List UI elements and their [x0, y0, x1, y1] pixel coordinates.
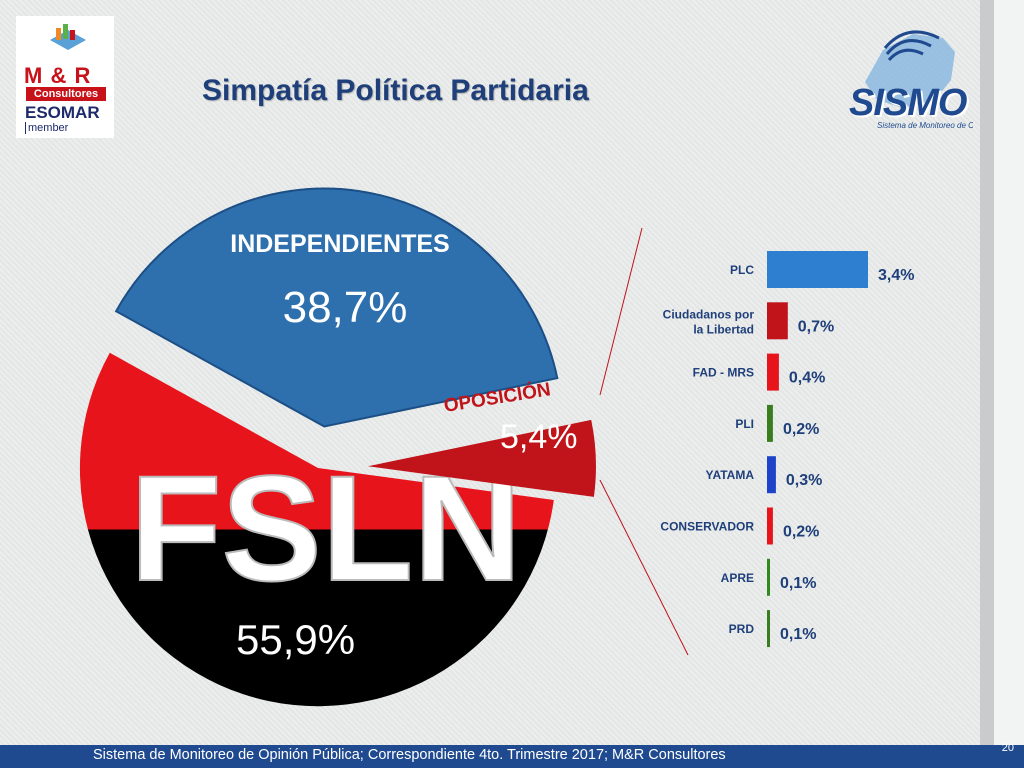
bar-value-label: 0,7%: [798, 318, 834, 335]
bar-value-label: 0,4%: [789, 370, 825, 387]
bar-0: [767, 251, 868, 288]
sismo-map-icon: Sistema de Monitoreo de Opinión Pública: [865, 30, 973, 130]
bar-category-label: Ciudadanos por la Libertad: [663, 307, 755, 336]
bar-5: [767, 507, 773, 545]
pie-slice-independientes: [114, 187, 559, 428]
pie-slice-oposicion: [367, 419, 596, 497]
independientes-label: INDEPENDIENTES: [230, 230, 449, 258]
footer-bar: [0, 745, 1024, 768]
fsln-value-label: 55,9%: [236, 616, 355, 663]
bar-category-label: APRE: [721, 571, 754, 585]
cube-chart-icon: [50, 24, 86, 50]
bar-category-label: FAD - MRS: [693, 366, 754, 380]
bar-value-label: 3,4%: [878, 267, 914, 284]
mr-consultores-label: Consultores: [26, 87, 106, 101]
mr-brand: M & R: [24, 63, 92, 88]
bar-value-label: 0,1%: [780, 626, 816, 643]
esomar-label: ESOMAR: [25, 103, 100, 122]
bar-category-label: CONSERVADOR: [660, 520, 754, 534]
bar-6: [767, 558, 770, 596]
bar-chart: PLC 3,4% Ciudadanos por la Libertad 0,7% FAD …: [599, 227, 914, 656]
bar-category-label: PLC: [730, 263, 754, 277]
bar-category-label: PLI: [735, 417, 754, 431]
sismo-tagline: Sistema de Monitoreo de Opinión Pública: [877, 121, 973, 130]
pie-slice-fsln: [79, 352, 554, 707]
connector-line-top: [599, 227, 643, 396]
slide-number: 20: [1001, 742, 1014, 754]
connector-line-bottom: [599, 479, 689, 656]
bar-category-label: YATAMA: [706, 468, 755, 482]
mr-consultores-logo: M & R Consultores ESOMAR member: [16, 16, 114, 138]
chart-area: FSLN55,9%INDEPENDIENTES38,7%OPOSICIÓN5,4…: [79, 187, 914, 707]
bar-1: [767, 302, 788, 340]
footer-text: Sistema de Monitoreo de Opinión Pública;…: [93, 747, 726, 763]
bar-3: [767, 404, 773, 442]
member-label: member: [25, 122, 68, 134]
bar-7: [767, 610, 770, 648]
bar-value-label: 0,2%: [783, 524, 819, 541]
bar-value-label: 0,1%: [780, 575, 816, 592]
page-title: Simpatía Política Partidaria: [202, 74, 589, 107]
sismo-brand: SISMO: [849, 82, 967, 124]
bar-4: [767, 456, 776, 494]
bar-value-label: 0,2%: [783, 421, 819, 438]
pie-chart: FSLN55,9%INDEPENDIENTES38,7%OPOSICIÓN5,4…: [79, 187, 596, 707]
independientes-value-label: 38,7%: [283, 283, 408, 332]
right-decor-band: [980, 0, 1024, 745]
bar-value-label: 0,3%: [786, 472, 822, 489]
oposicion-value-label: 5,4%: [500, 418, 578, 456]
bar-2: [767, 353, 779, 391]
bar-category-label: PRD: [729, 622, 755, 636]
